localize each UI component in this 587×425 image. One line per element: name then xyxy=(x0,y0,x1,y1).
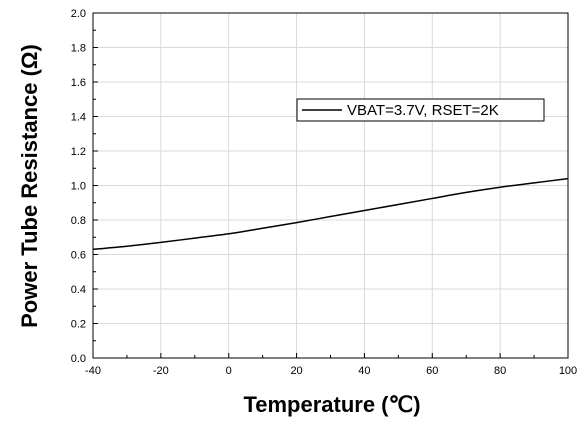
series-layer xyxy=(92,177,569,251)
x-axis-label: Temperature (℃) xyxy=(243,392,420,417)
grid xyxy=(93,13,568,358)
y-tick-labels: 0.0 0.2 0.4 0.6 0.8 1.0 1.2 1.4 1.6 1.8 2.0 xyxy=(71,8,86,365)
y-tick-label: 1.8 xyxy=(71,43,86,55)
x-tick-labels: -40 -20 0 20 40 60 80 100 xyxy=(85,365,577,377)
legend: VBAT=3.7V, RSET=2K xyxy=(296,98,545,122)
x-tick-label: 0 xyxy=(226,365,232,377)
legend-box xyxy=(296,98,545,122)
y-tick-label: 1.0 xyxy=(71,181,86,193)
x-tick-label: 100 xyxy=(559,365,577,377)
x-tick-label: 80 xyxy=(494,365,506,377)
legend-label: VBAT=3.7V, RSET=2K xyxy=(347,102,499,119)
plot-frame xyxy=(92,12,569,359)
x-tick-label: 40 xyxy=(358,365,370,377)
y-tick-label: 1.2 xyxy=(71,146,86,158)
y-tick-label: 0.8 xyxy=(71,215,86,227)
y-tick-label: 0.2 xyxy=(71,319,86,331)
y-tick-label: 1.4 xyxy=(71,112,86,124)
series-line xyxy=(92,177,569,251)
y-tick-label: 0.6 xyxy=(71,250,86,262)
x-tick-label: 20 xyxy=(290,365,302,377)
y-tick-label: 2.0 xyxy=(71,8,86,20)
y-tick-label: 0.0 xyxy=(71,353,86,365)
x-tick-label: -20 xyxy=(153,365,169,377)
x-tick-label: -40 xyxy=(85,365,101,377)
y-axis-label: Power Tube Resistance (Ω) xyxy=(17,44,42,328)
x-tick-label: 60 xyxy=(426,365,438,377)
y-tick-label: 0.4 xyxy=(71,284,86,296)
y-tick-label: 1.6 xyxy=(71,77,86,89)
